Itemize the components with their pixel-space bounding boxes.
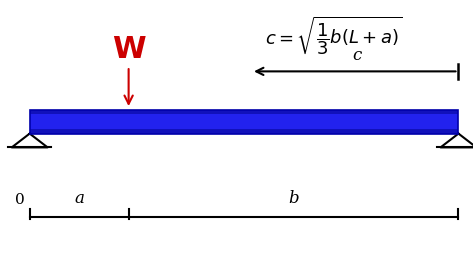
Bar: [30, 110, 458, 134]
Bar: [30, 110, 458, 114]
Text: 0: 0: [15, 193, 25, 207]
Text: W: W: [112, 35, 146, 64]
Text: c: c: [353, 47, 362, 64]
Text: $c = \sqrt{\dfrac{1}{3}b(L+a)}$: $c = \sqrt{\dfrac{1}{3}b(L+a)}$: [265, 14, 403, 57]
Text: b: b: [288, 190, 299, 207]
Bar: [30, 129, 458, 134]
Bar: [30, 110, 458, 134]
Text: a: a: [74, 190, 84, 207]
